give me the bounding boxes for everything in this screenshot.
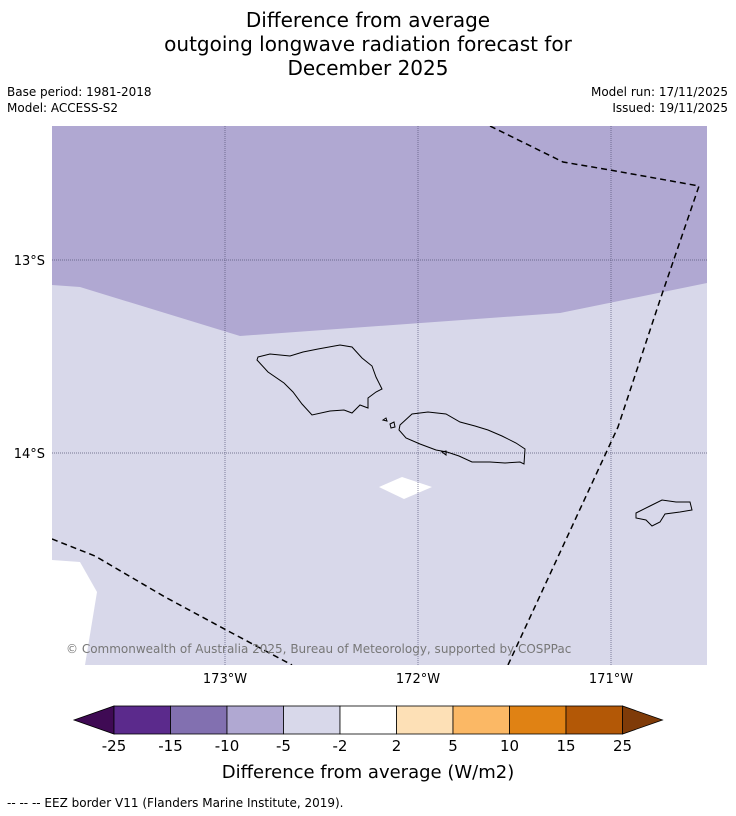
colorbar-swatch <box>509 705 567 735</box>
colorbar-tick: 10 <box>500 737 519 755</box>
lon-label-172w: 172°W <box>396 672 440 687</box>
map-title: Difference from average outgoing longwav… <box>0 8 736 80</box>
lat-label-13s: 13°S <box>14 254 45 269</box>
colorbar-tick: -2 <box>333 737 348 755</box>
colorbar-tick-labels: -25 -15 -10 -5 -2 2 5 10 15 25 <box>102 737 632 755</box>
colorbar-swatch <box>396 705 454 735</box>
axis-labels: 13°S 14°S 173°W 172°W 171°W <box>14 254 634 687</box>
colorbar-extension-low <box>72 705 115 735</box>
model-name: Model: ACCESS-S2 <box>7 101 119 115</box>
colorbar-label: Difference from average (W/m2) <box>222 762 514 783</box>
colorbar-swatch <box>283 705 341 735</box>
colorbar-tick: 5 <box>448 737 458 755</box>
islet <box>440 450 447 456</box>
lat-label-14s: 14°S <box>14 447 45 462</box>
colorbar-tick: -5 <box>276 737 291 755</box>
title-line-2: outgoing longwave radiation forecast for <box>164 32 572 56</box>
island-apolima <box>381 417 388 422</box>
lon-label-171w: 171°W <box>589 672 633 687</box>
colorbar-tick: -15 <box>158 737 183 755</box>
issued-date: Issued: 19/11/2025 <box>612 101 728 115</box>
island-tutuila <box>635 499 693 527</box>
colorbar-swatch <box>226 705 284 735</box>
colorbar-tick: 15 <box>556 737 575 755</box>
lon-label-173w: 173°W <box>203 672 247 687</box>
colorbar-extension-high <box>622 705 664 735</box>
island-savaii <box>256 344 383 416</box>
eez-footnote: -- -- -- EEZ border V11 (Flanders Marine… <box>7 796 344 810</box>
colorbar-swatch <box>170 705 228 735</box>
coastlines <box>256 344 693 527</box>
colorbar-swatches <box>72 705 664 735</box>
colorbar-tick: -10 <box>215 737 240 755</box>
eez-borders <box>52 126 700 665</box>
neutral-patch <box>379 477 432 499</box>
eez-border-southwest <box>52 538 293 665</box>
colorbar-tick: 2 <box>392 737 402 755</box>
map-area: © Commonwealth of Australia 2025, Bureau… <box>52 126 707 665</box>
title-line-3: December 2025 <box>287 56 449 80</box>
colorbar-swatch <box>452 705 510 735</box>
anomaly-region-medium <box>52 126 707 336</box>
copyright-text: © Commonwealth of Australia 2025, Bureau… <box>66 642 571 656</box>
title-line-1: Difference from average <box>245 8 491 32</box>
island-manono <box>389 421 396 429</box>
colorbar-tick: -25 <box>102 737 127 755</box>
meta-right: Model run: 17/11/2025 Issued: 19/11/2025 <box>591 84 728 116</box>
neutral-patch-southwest <box>52 560 97 665</box>
base-period: Base period: 1981-2018 <box>7 85 152 99</box>
island-upolu <box>398 411 526 465</box>
colorbar-swatch <box>113 705 171 735</box>
colorbar-swatch <box>565 705 623 735</box>
colorbar-swatch <box>339 705 397 735</box>
colorbar: -25 -15 -10 -5 -2 2 5 10 15 25 Differenc… <box>72 705 664 783</box>
meta-left: Base period: 1981-2018 Model: ACCESS-S2 <box>7 84 152 116</box>
model-run: Model run: 17/11/2025 <box>590 85 728 99</box>
colorbar-tick: 25 <box>613 737 632 755</box>
